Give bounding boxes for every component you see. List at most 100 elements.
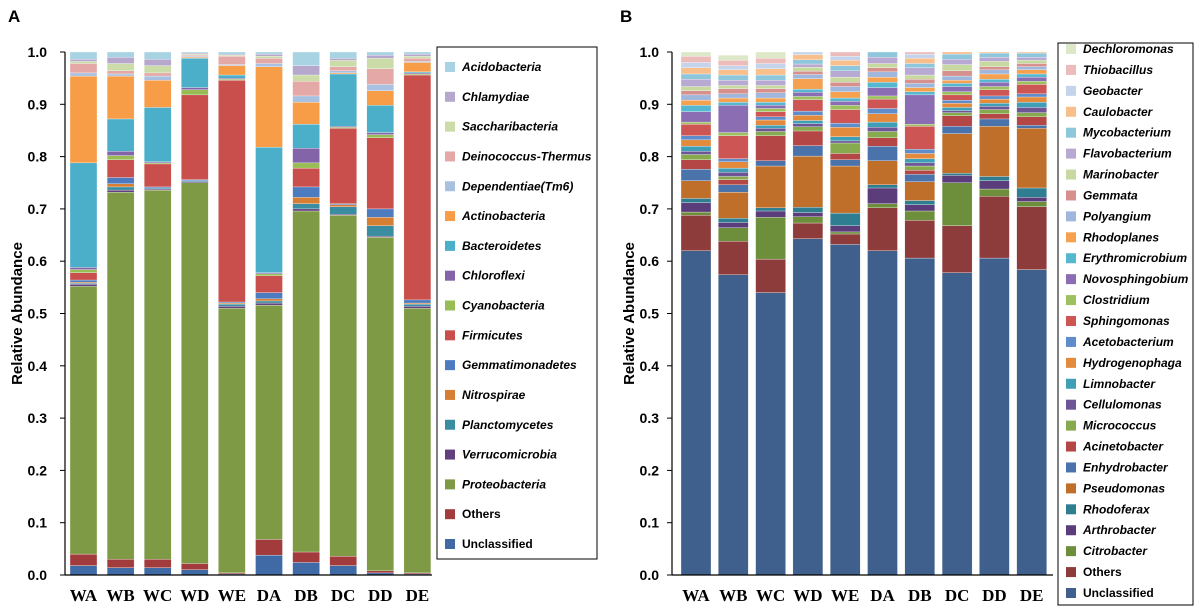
bar-segment-wd-caulobacter xyxy=(792,54,824,60)
bar-segment-da-proteobacteria xyxy=(255,304,283,540)
bar-segment-dd-citrobacter xyxy=(979,188,1010,197)
bar-segment-wb-sphingomonas xyxy=(718,135,749,159)
bar-segment-wc-arthrobacter xyxy=(755,210,786,218)
legend-label: Erythromicrobium xyxy=(1083,251,1187,265)
bar-segment-da-arthrobacter xyxy=(867,187,898,204)
bar-segment-de-sphingomonas xyxy=(1016,84,1047,94)
bar-segment-db-verrucomicrobia xyxy=(292,208,320,212)
y-tick-label: 0.6 xyxy=(28,253,48,269)
y-tick-label: 0.3 xyxy=(28,410,48,426)
bar-segment-we-verrucomicrobia xyxy=(218,306,246,309)
bar-segment-dc-enhydrobacter xyxy=(941,126,973,134)
bar-segment-wb-enhydrobacter xyxy=(718,184,749,193)
legend-label: Mycobacterium xyxy=(1083,126,1171,140)
bar-segment-wd-acinetobacter xyxy=(792,130,824,146)
bar-segment-de-hydrogenophaga xyxy=(1016,96,1047,103)
legend-swatch xyxy=(445,419,455,430)
y-axis-label: Relative Abundance xyxy=(621,242,638,385)
bar-segment-dd-polyangium xyxy=(979,69,1010,75)
legend-label: Proteobacteria xyxy=(462,477,546,491)
bar-segment-wb-gemmatimonadetes xyxy=(106,177,135,184)
bar-segment-wa-gemmata xyxy=(680,90,712,96)
bar-segment-da-nitrospirae xyxy=(255,298,283,302)
bar-segment-db-cyanobacteria xyxy=(292,162,320,169)
bar-segment-wb-arthrobacter xyxy=(718,222,749,228)
bar-segment-we-limnobacter xyxy=(830,136,861,142)
bar-segment-dc-pseudomonas xyxy=(941,133,973,174)
bar-segment-wa-chloroflexi xyxy=(69,267,98,270)
bar-segment-wd-flavobacterium xyxy=(792,63,824,68)
bar-segment-wc-chlamydiae xyxy=(144,59,172,66)
bar-segment-wd-rhodoplanes xyxy=(792,78,824,90)
bar-segment-wd-acidobacteria xyxy=(181,51,209,54)
bar-segment-we-actinobacteria xyxy=(218,65,246,76)
bar-segment-de-actinobacteria xyxy=(403,62,432,73)
legend-swatch xyxy=(1066,525,1076,536)
bar-segment-dd-dependentiae-tm6- xyxy=(366,84,394,91)
bar-segment-dd-acidobacteria xyxy=(366,51,394,56)
bar-segment-wb-verrucomicrobia xyxy=(106,189,135,193)
bar-segment-dc-saccharibacteria xyxy=(329,60,357,67)
bar-segment-wa-acidobacteria xyxy=(69,51,98,60)
bar-segment-db-pseudomonas xyxy=(904,181,935,201)
bar-segment-wb-unclassified xyxy=(106,567,135,576)
x-tick-label: DE xyxy=(1020,586,1044,605)
y-tick-label: 0.2 xyxy=(640,462,660,478)
bar-segment-dd-acinetobacter xyxy=(979,113,1010,120)
legend-label: Saccharibacteria xyxy=(462,120,558,134)
bar-segment-db-sphingomonas xyxy=(904,126,935,150)
bar-segment-wb-pseudomonas xyxy=(718,192,749,219)
bar-segment-wa-rhodoplanes xyxy=(680,99,712,106)
bar-segment-dc-others xyxy=(329,556,357,566)
bar-segment-wb-citrobacter xyxy=(718,227,749,242)
bar-segment-de-chlamydiae xyxy=(403,53,432,57)
legend-swatch xyxy=(1066,232,1076,243)
bar-segment-we-nitrospirae xyxy=(218,302,246,305)
legend-label: Gemmatimonadetes xyxy=(462,358,577,372)
legend-swatch xyxy=(1066,399,1076,410)
bar-segment-de-planctomycetes xyxy=(403,303,432,307)
bar-segment-de-flavobacterium xyxy=(1016,57,1047,61)
bar-segment-wb-saccharibacteria xyxy=(106,63,135,71)
bar-segment-da-cyanobacteria xyxy=(255,273,283,276)
legend-swatch xyxy=(1066,588,1076,598)
bar-segment-wb-proteobacteria xyxy=(106,192,135,560)
bar-segment-we-marinobacter xyxy=(830,76,861,83)
bar-segment-we-clostridium xyxy=(830,105,861,110)
bar-segment-wa-firmicutes xyxy=(69,272,98,281)
bar-segment-da-limnobacter xyxy=(867,121,898,128)
legend-label: Marinobacter xyxy=(1083,168,1160,182)
bar-segment-we-gemmatimonadetes xyxy=(218,301,246,304)
x-tick-label: WB xyxy=(106,586,134,605)
bar-segment-wc-acinetobacter xyxy=(755,135,786,161)
x-tick-label: WE xyxy=(831,586,859,605)
bar-segment-da-firmicutes xyxy=(255,275,283,293)
legend-swatch xyxy=(445,91,455,102)
legend-box xyxy=(1057,42,1194,606)
bar-segment-db-unclassified xyxy=(904,257,935,576)
bar-segment-wb-cellulomonas xyxy=(718,172,749,177)
bar-segment-wc-hydrogenophaga xyxy=(755,119,786,126)
y-axis-label: Relative Abundance xyxy=(9,242,26,385)
bar-segment-wb-erythromicrobium xyxy=(718,102,749,106)
legend-swatch xyxy=(445,330,455,341)
bar-segment-de-pseudomonas xyxy=(1016,128,1047,189)
bar-segment-we-gemmata xyxy=(830,82,861,87)
bar-segment-wc-rhodoferax xyxy=(755,207,786,212)
bar-segment-dd-actinobacteria xyxy=(366,90,394,106)
bar-segment-de-citrobacter xyxy=(1016,201,1047,207)
legend-swatch xyxy=(1066,274,1076,285)
bar-segment-wb-others xyxy=(106,559,135,568)
bar-segment-dc-gemmata xyxy=(941,70,973,77)
bar-segment-wa-chlamydiae xyxy=(69,59,98,62)
bar-segment-da-erythromicrobium xyxy=(867,82,898,88)
bar-segment-da-unclassified xyxy=(255,554,283,576)
bar-segment-da-bacteroidetes xyxy=(255,147,283,273)
bar-segment-we-acetobacterium xyxy=(830,122,861,128)
bar-segment-wc-citrobacter xyxy=(755,217,786,260)
legend-label: Gemmata xyxy=(1083,188,1138,202)
bar-segment-da-actinobacteria xyxy=(255,66,283,148)
bar-segment-wb-micrococcus xyxy=(718,176,749,180)
bar-segment-de-acetobacterium xyxy=(1016,93,1047,98)
bar-segment-de-cyanobacteria xyxy=(403,73,432,76)
